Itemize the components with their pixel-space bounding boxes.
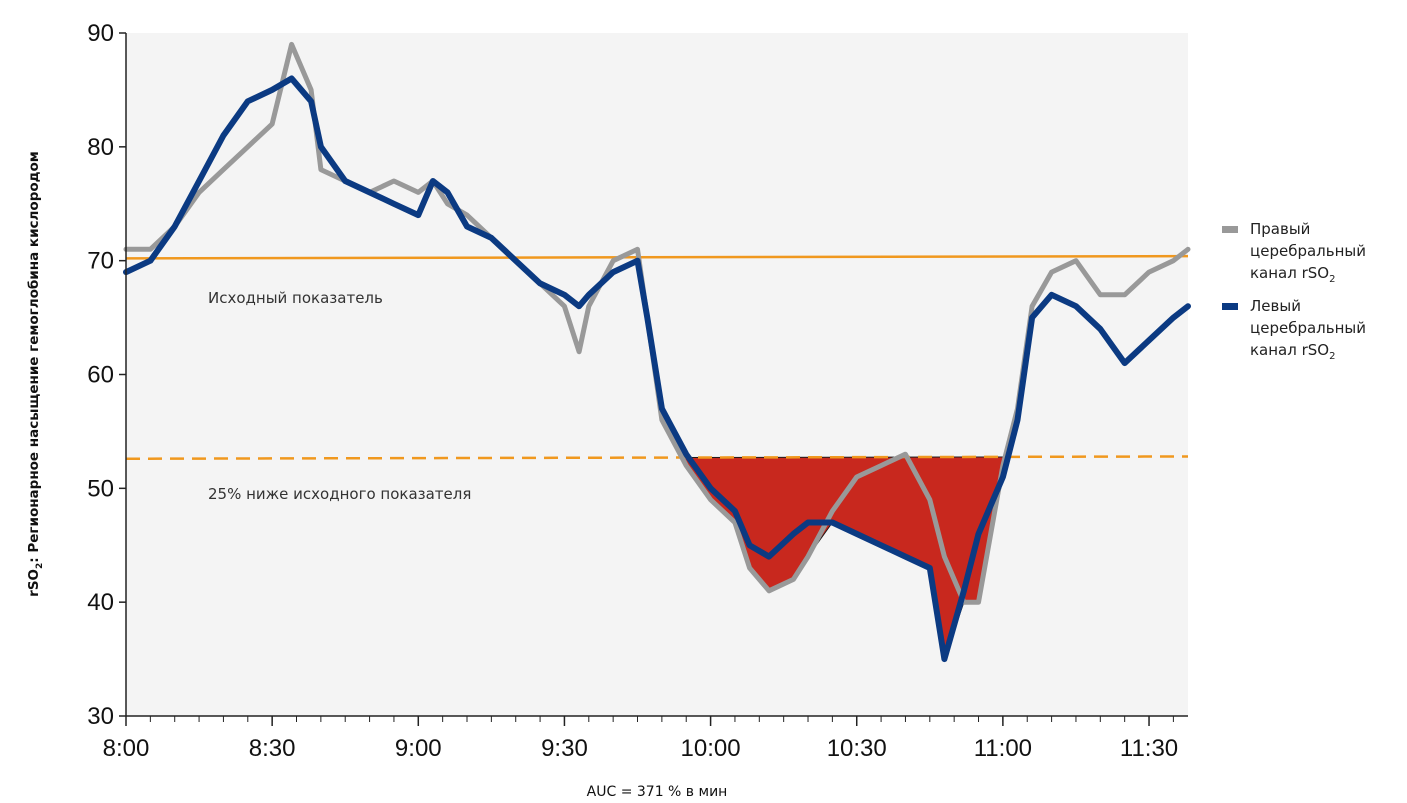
series-layer (123, 41, 1191, 663)
x-tick-label-11:30: 11:30 (1120, 735, 1178, 762)
threshold-label: 25% ниже исходного показателя (208, 485, 471, 503)
legend-item-left-channel: Левый церебральный канал rSO2 (1222, 295, 1402, 368)
baseline-line (125, 254, 1189, 260)
x-tick-label-11:00: 11:00 (974, 735, 1032, 762)
legend-swatch-left (1222, 303, 1238, 310)
y-tick-label-70: 70 (87, 248, 114, 275)
series-left-channel (123, 75, 1191, 663)
legend-label-left: Левый церебральный канал rSO2 (1250, 297, 1366, 362)
auc-label: AUC = 371 % в мин (587, 784, 728, 800)
legend: Правый церебральный канал rSO2 Левый цер… (1222, 218, 1402, 372)
y-tick-label-90: 90 (87, 20, 114, 47)
x-tick-label-10:30: 10:30 (827, 735, 887, 762)
x-tick-label-8:00: 8:00 (103, 735, 150, 762)
y-tick-label-40: 40 (87, 589, 114, 616)
y-tick-label-60: 60 (87, 362, 114, 389)
baseline-label: Исходный показатель (208, 289, 383, 307)
x-tick-label-8:30: 8:30 (249, 735, 296, 762)
axes-layer: 30 40 50 60 70 80 90 8:00 8:30 9:00 9:30 10:00 10:30… (87, 20, 1188, 762)
y-tick-label-30: 30 (87, 703, 114, 730)
y-tick-label-80: 80 (87, 134, 114, 161)
x-tick-label-9:00: 9:00 (395, 735, 442, 762)
y-axis-title: rSO2: Регионарное насыщение гемоглобина … (26, 151, 45, 597)
legend-swatch-right (1222, 226, 1238, 233)
y-tick-label-50: 50 (87, 475, 114, 502)
legend-item-right-channel: Правый церебральный канал rSO2 (1222, 218, 1402, 291)
x-tick-label-10:00: 10:00 (681, 735, 741, 762)
x-tick-label-9:30: 9:30 (541, 735, 588, 762)
legend-label-right: Правый церебральный канал rSO2 (1250, 220, 1366, 285)
